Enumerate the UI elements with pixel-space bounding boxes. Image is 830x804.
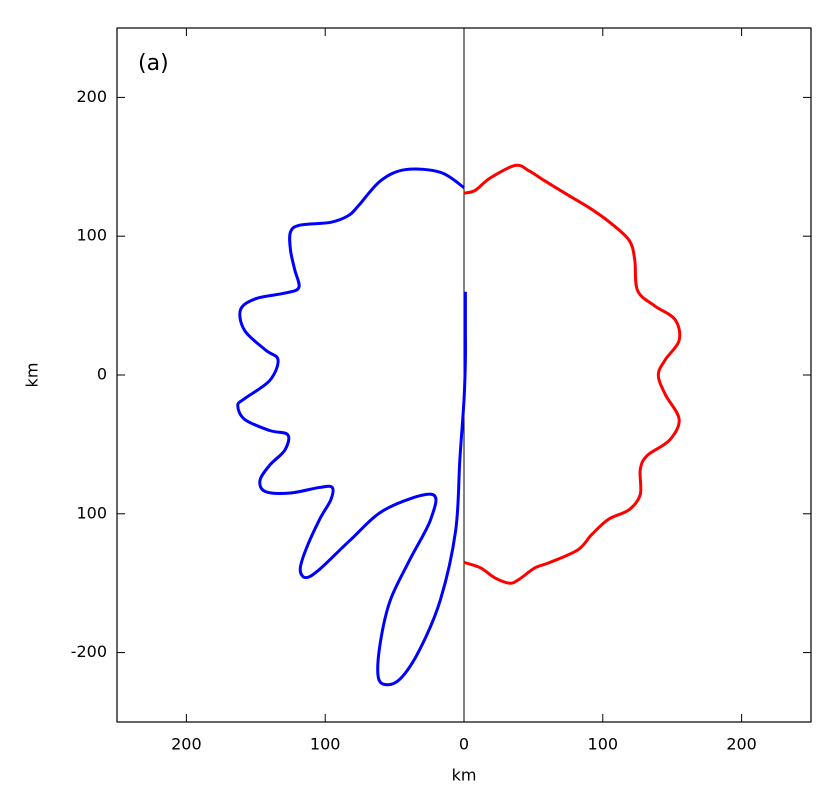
panel-label: (a): [138, 51, 169, 76]
x-tick-label: 0: [459, 735, 469, 754]
y-tick-label: 200: [76, 87, 107, 106]
x-tick-label: 200: [726, 735, 757, 754]
y-tick-label: -200: [71, 642, 107, 661]
x-tick-label: 200: [171, 735, 202, 754]
curve: [236, 167, 467, 687]
curve: [463, 163, 682, 585]
y-tick-label: 100: [76, 503, 107, 522]
y-tick-label: 100: [76, 226, 107, 245]
x-axis-label: km: [452, 766, 477, 785]
plot-frame: [116, 27, 812, 723]
x-tick-label: 100: [310, 735, 341, 754]
y-tick-label: 0: [97, 365, 107, 384]
x-tick-label: 100: [588, 735, 619, 754]
y-axis-label: km: [23, 363, 42, 388]
